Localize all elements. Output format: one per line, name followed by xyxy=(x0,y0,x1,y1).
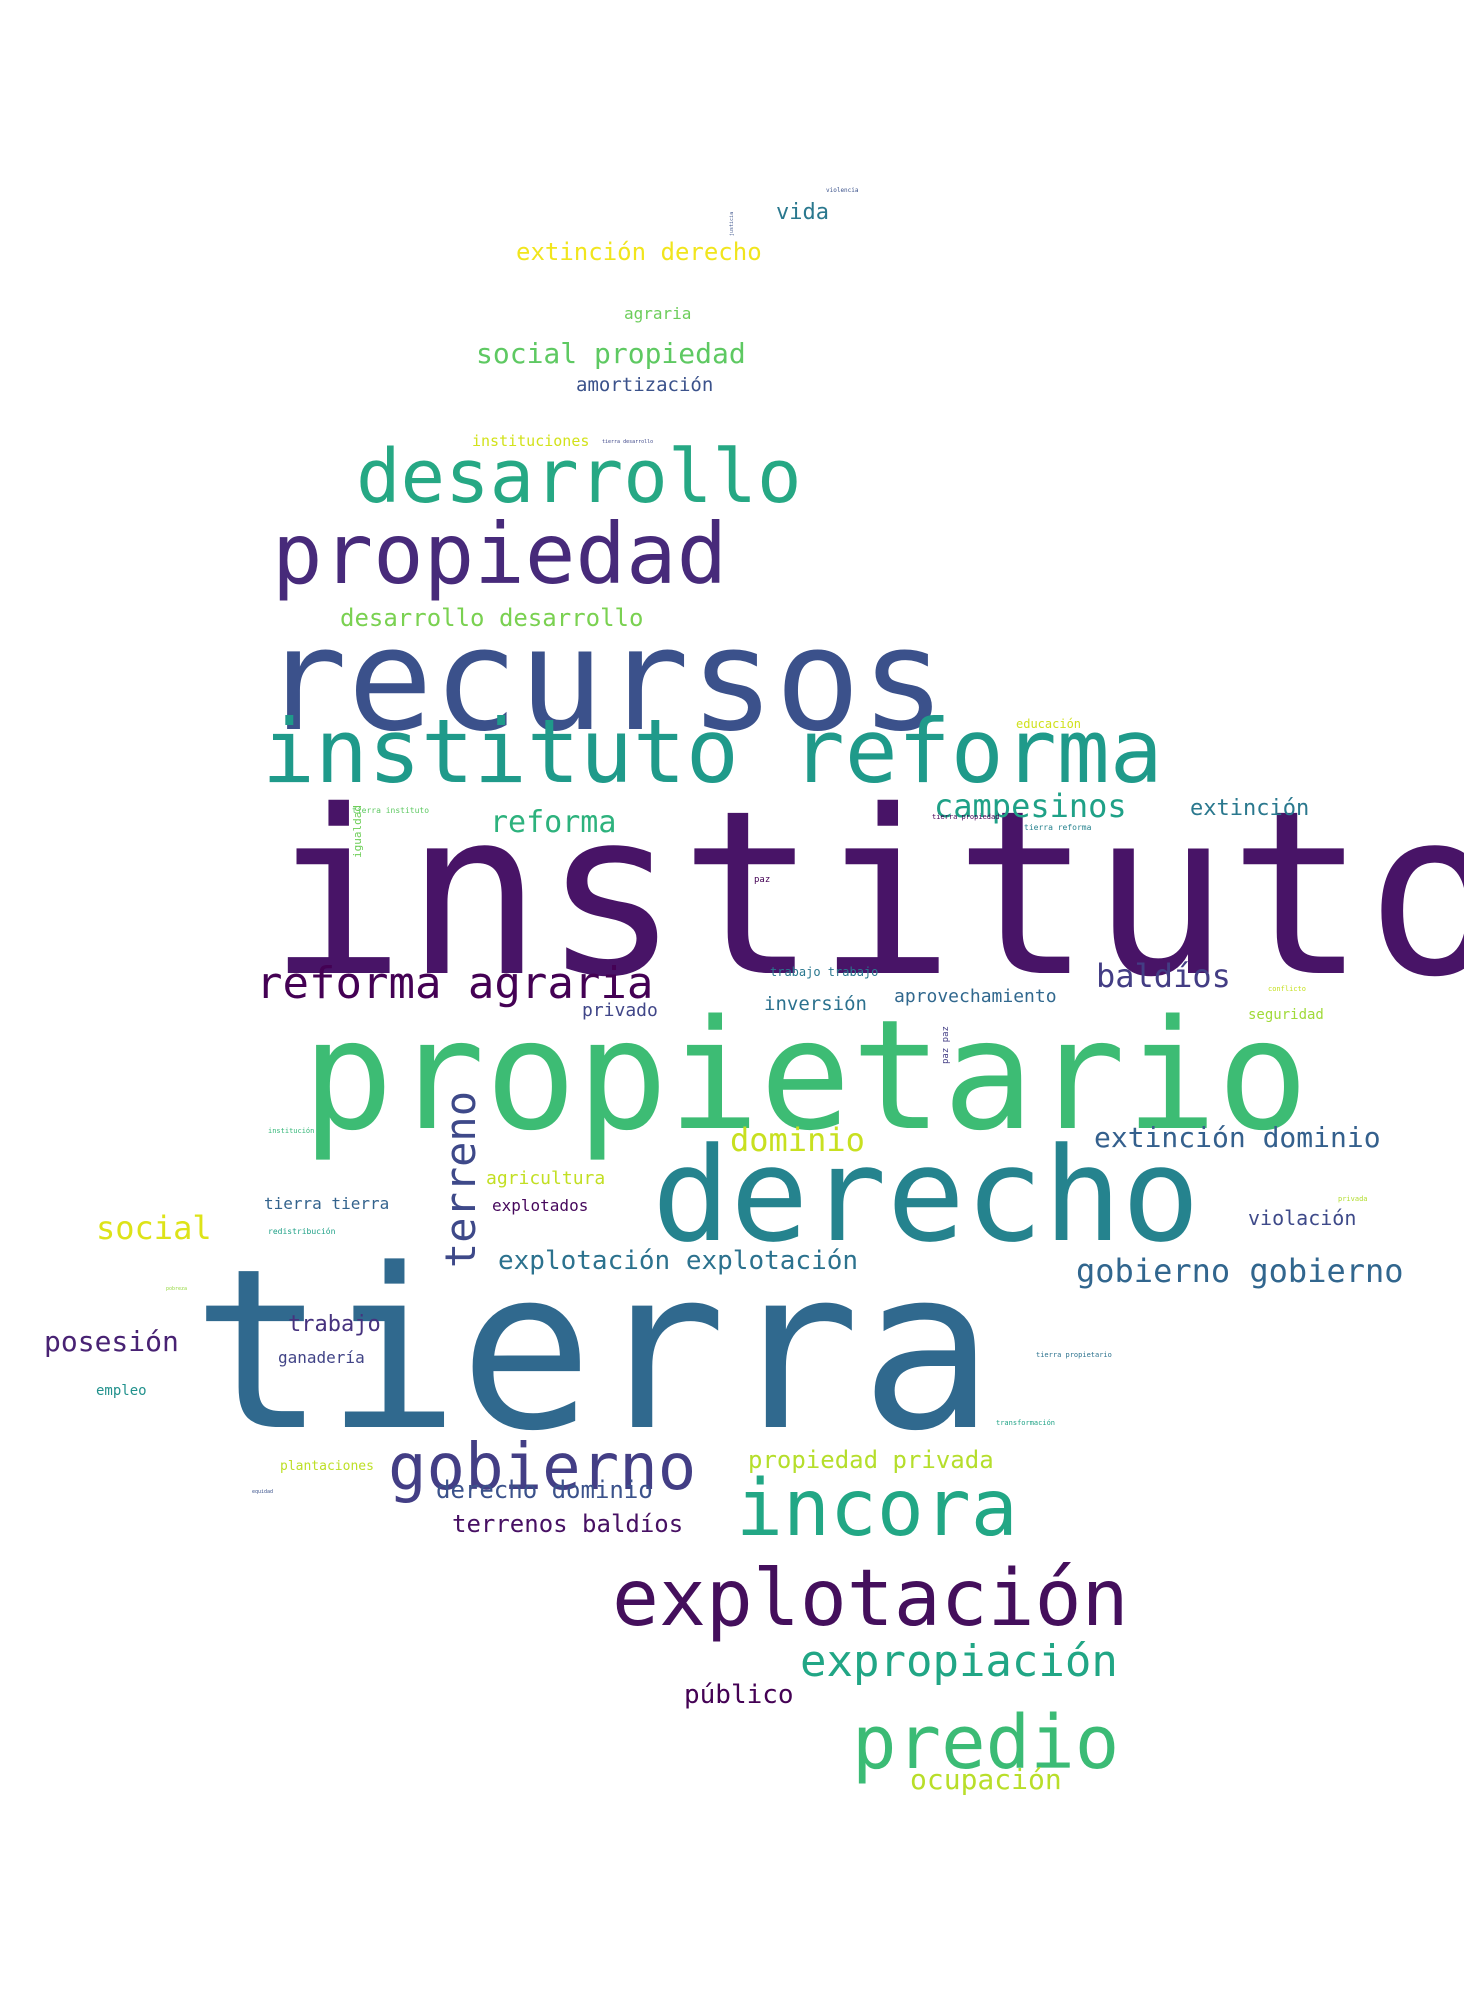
word-plantaciones: plantaciones xyxy=(280,1459,374,1474)
word-posesion: posesión xyxy=(44,1325,179,1358)
word-explotacion-explotacion: explotación explotación xyxy=(498,1246,859,1276)
word-instituto-reforma: instituto reforma xyxy=(262,700,1163,803)
word-gobierno-gobierno: gobierno gobierno xyxy=(1076,1252,1404,1290)
word-ganaderia: ganadería xyxy=(278,1348,365,1367)
word-equidad: equidad xyxy=(252,1489,274,1495)
word-gobierno: gobierno xyxy=(388,1431,697,1505)
word-tierra: tierra xyxy=(192,1222,994,1480)
word-reforma: reforma xyxy=(490,805,617,840)
word-educacion: educación xyxy=(1016,717,1082,731)
word-explotacion: explotación xyxy=(612,1554,1129,1644)
word-extincion-dominio: extinción dominio xyxy=(1094,1121,1381,1154)
word-aprovechamiento: aprovechamiento xyxy=(894,986,1057,1007)
word-propiedad: propiedad xyxy=(272,505,728,603)
word-justicia: justicia xyxy=(729,211,735,236)
word-transformacion: transformación xyxy=(996,1419,1056,1427)
word-agricultura: agricultura xyxy=(486,1168,606,1189)
word-institucion: institución xyxy=(268,1127,315,1135)
word-trabajo: trabajo xyxy=(288,1312,381,1337)
word-publico: público xyxy=(684,1680,794,1710)
word-seguridad: seguridad xyxy=(1248,1007,1324,1023)
word-derecho-dominio: derecho dominio xyxy=(436,1476,653,1504)
word-tierra-propietario: tierra propietario xyxy=(1036,1351,1112,1359)
word-social-propiedad: social propiedad xyxy=(476,337,746,370)
word-instituto: instituto xyxy=(268,761,1464,1027)
word-trabajo-trabajo: trabajo trabajo xyxy=(770,965,879,979)
word-conflicto: conflicto xyxy=(1268,985,1306,993)
word-tierra-desarrollo: tierra desarrollo xyxy=(602,439,654,445)
word-pobreza: pobreza xyxy=(166,1286,188,1292)
word-violencia: violencia xyxy=(826,187,859,194)
word-campesinos: campesinos xyxy=(934,787,1127,825)
word-recursos: recursos xyxy=(262,598,946,763)
word-vida: vida xyxy=(776,200,829,225)
word-tierra-reforma: tierra reforma xyxy=(1024,823,1092,832)
word-tierra-instituto: tierra instituto xyxy=(352,806,430,815)
word-desarrollo-desarrollo: desarrollo desarrollo xyxy=(340,604,644,632)
word-dominio: dominio xyxy=(730,1121,865,1159)
word-reforma-agraria: reforma agraria xyxy=(256,958,654,1009)
word-paz-paz: paz paz xyxy=(941,1026,951,1064)
word-tierra-propiedad: tierra propiedad xyxy=(932,813,1000,821)
word-expropiacion: expropiación xyxy=(800,1636,1118,1687)
word-desarrollo: desarrollo xyxy=(356,434,802,520)
word-ocupacion: ocupación xyxy=(910,1763,1062,1796)
word-terrenos-baldios: terrenos baldíos xyxy=(452,1510,684,1538)
word-explotados: explotados xyxy=(492,1196,589,1215)
word-privada: privada xyxy=(1338,1195,1368,1203)
word-social: social xyxy=(96,1209,212,1247)
word-empleo: empleo xyxy=(96,1383,147,1399)
word-amortizacion: amortización xyxy=(576,374,714,396)
word-paz: paz xyxy=(754,875,771,885)
word-derecho: derecho xyxy=(652,1119,1200,1271)
word-propiedad-privada: propiedad privada xyxy=(748,1446,994,1474)
word-agraria: agraria xyxy=(624,304,692,323)
word-extincion-derecho: extinción derecho xyxy=(516,238,762,266)
word-tierra-tierra: tierra tierra xyxy=(264,1194,390,1213)
word-inversion: inversión xyxy=(764,993,867,1015)
word-privado: privado xyxy=(582,1000,658,1021)
word-baldios: baldíos xyxy=(1096,957,1231,995)
word-propietario: propietario xyxy=(302,987,1309,1164)
word-extincion: extinción xyxy=(1190,796,1310,821)
word-redistribucion: redistribución xyxy=(268,1227,336,1236)
word-violacion: violación xyxy=(1248,1206,1357,1230)
word-predio: predio xyxy=(852,1700,1120,1786)
word-instituciones: instituciones xyxy=(472,432,590,450)
word-incora: incora xyxy=(736,1464,1018,1554)
word-terreno: terreno xyxy=(436,1090,485,1268)
